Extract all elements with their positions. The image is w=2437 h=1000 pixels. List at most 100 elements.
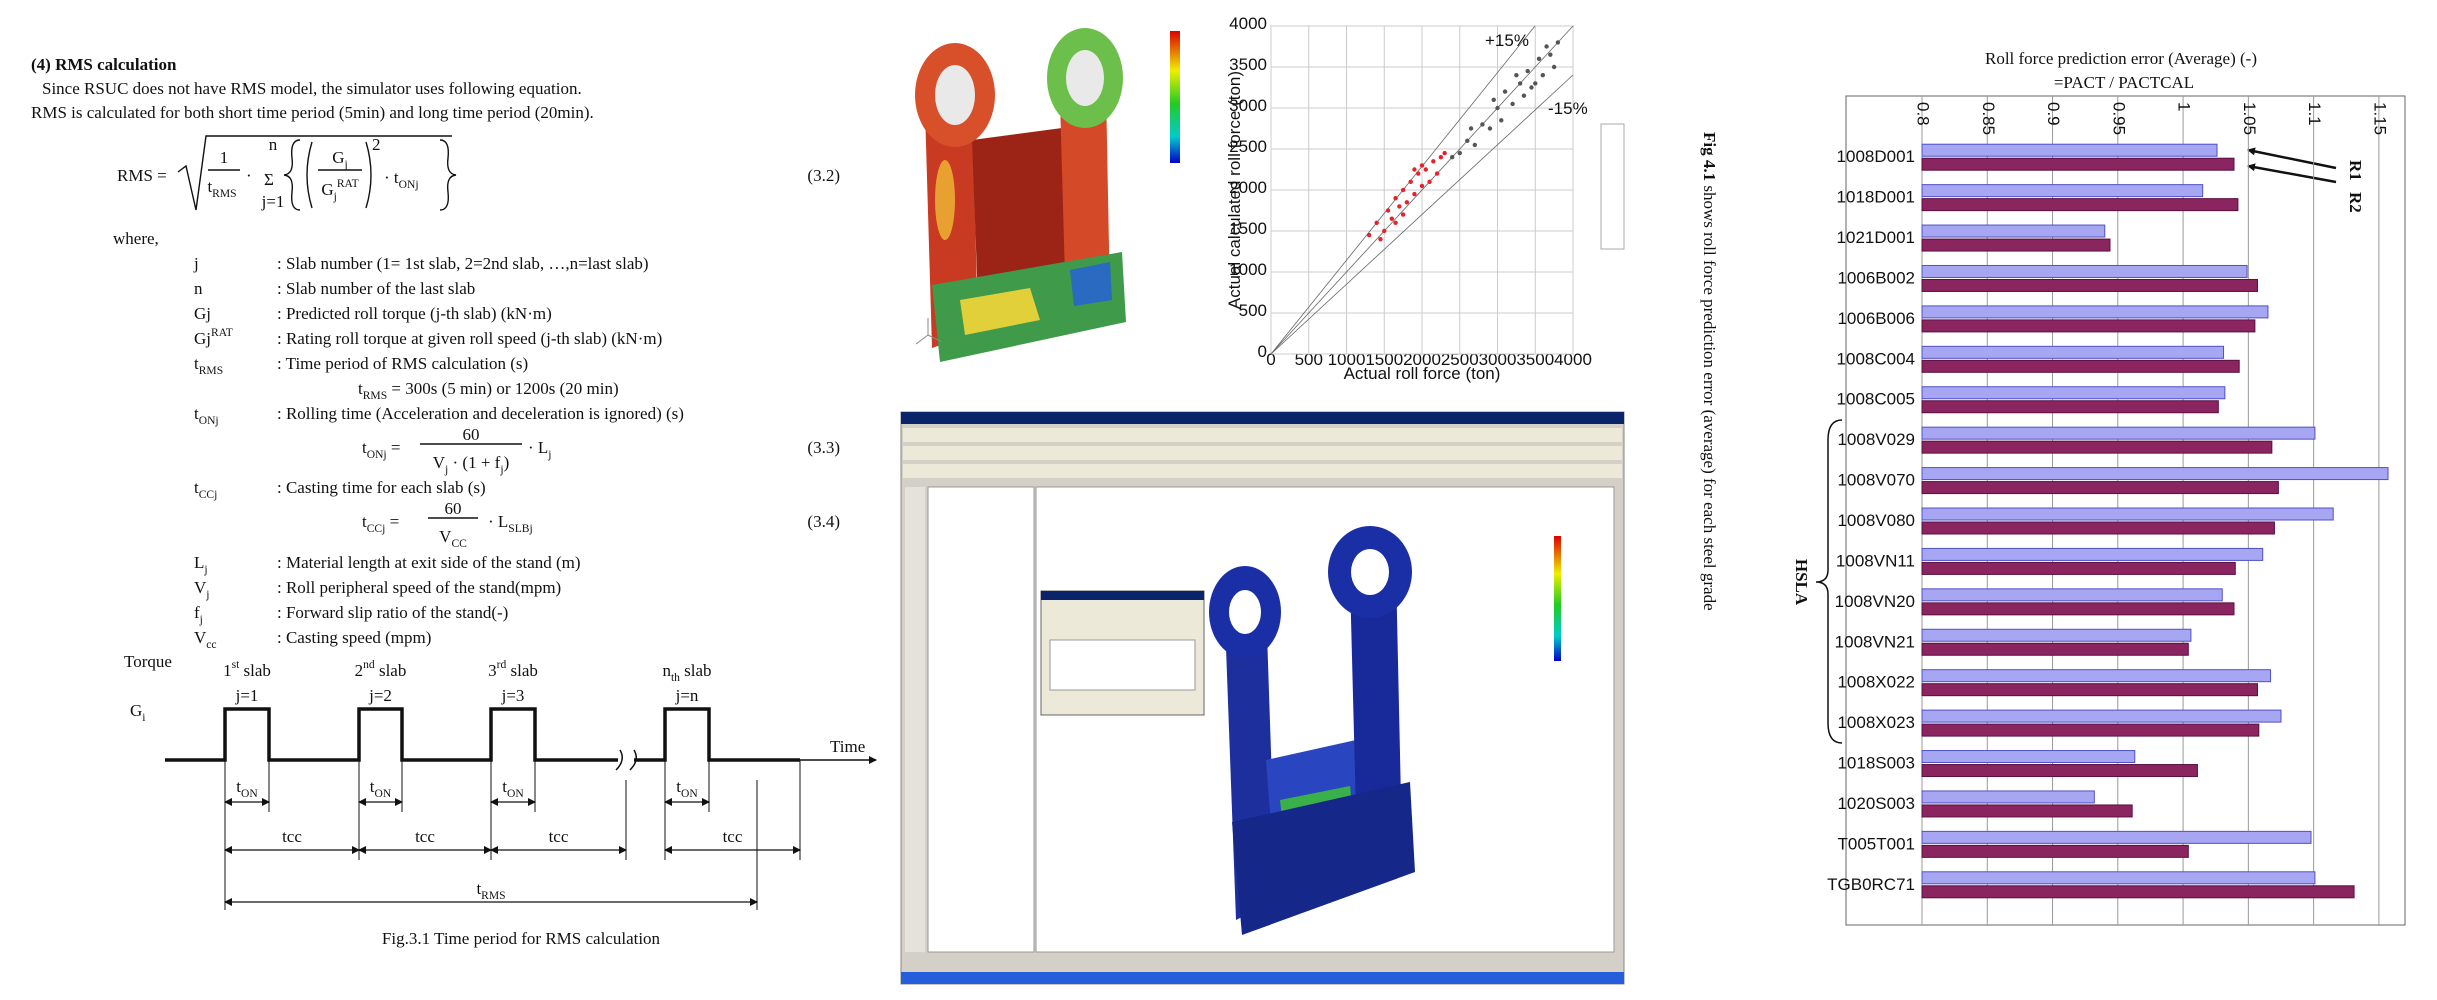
point (1450, 155, 1455, 160)
bar (1921, 359, 2240, 373)
text-run: t (236, 777, 241, 796)
model-hole (1351, 549, 1389, 595)
point (1419, 163, 1425, 168)
fea-render-top (915, 28, 1180, 362)
equation-text: 60 (445, 499, 462, 518)
text-run: f (194, 603, 200, 622)
text-run: = (387, 438, 401, 457)
slab-index: j=2 (368, 686, 392, 705)
span-label: tON (676, 777, 698, 800)
bar (1921, 426, 2316, 440)
x-tick-label: 3500 (1516, 350, 1554, 369)
cad-screenshot (900, 411, 1625, 985)
bar (1921, 830, 2312, 844)
category-label: 1008X023 (1837, 713, 1915, 732)
axis-label: Time (830, 737, 865, 756)
bar (1921, 238, 2111, 252)
equation-number: (3.2) (807, 166, 840, 185)
definition-symbol: tRMS (194, 354, 223, 377)
bar (1921, 224, 2106, 238)
color-legend (1170, 31, 1180, 163)
y-tick-label: 2000 (1229, 178, 1267, 197)
point (1438, 155, 1444, 160)
dialog-table (1049, 639, 1196, 691)
definition-symbol: tCCj (194, 478, 217, 501)
x-axis-label: Actual roll force (ton) (1344, 364, 1501, 383)
equation-text: 2 (372, 135, 381, 154)
category-label: T005T001 (1838, 834, 1916, 853)
x-tick-label: 2000 (1403, 350, 1441, 369)
equation-text: Vj · (1 + fj) (433, 453, 509, 476)
edge-lines (224, 760, 801, 910)
text-run: slab (680, 661, 712, 680)
text-run: SLBj (508, 522, 532, 535)
annotation: +15% (1485, 31, 1529, 50)
toolbar (903, 464, 1622, 478)
definition-symbol: Vcc (194, 628, 217, 651)
y-tick-label: 3500 (1229, 55, 1267, 74)
x-tick-label: 1 (2175, 102, 2194, 111)
category-label: 1018S003 (1837, 754, 1915, 773)
axis-label: Torque (124, 652, 172, 671)
span-label: tcc (549, 827, 569, 846)
text-run: ON (507, 787, 524, 800)
x-tick-label: 1.05 (2240, 102, 2259, 135)
axes-triad (915, 318, 943, 345)
text-run: slab (506, 661, 538, 680)
y-tick-label: 1000 (1229, 260, 1267, 279)
definition-text: : Slab number (1= 1st slab, 2=2nd slab, … (277, 254, 649, 273)
bar (1921, 709, 2282, 723)
text-run: t (194, 478, 199, 497)
definition-symbol: n (194, 279, 203, 298)
bar (1921, 844, 2189, 858)
bar (1921, 345, 2225, 359)
point (1472, 142, 1478, 148)
point (1416, 171, 1421, 176)
equation-text: tONj = (362, 438, 400, 461)
x-tick-label: 0.8 (1914, 102, 1933, 126)
text-run: i (142, 711, 145, 724)
point (1385, 208, 1391, 213)
slab-index: j=n (675, 686, 699, 705)
text-run: V (439, 527, 452, 546)
point (1434, 171, 1440, 176)
equation-text: 1 (220, 148, 229, 167)
text-run: · (1 + f (448, 453, 500, 472)
bar (1921, 750, 2136, 764)
brace (439, 139, 457, 211)
span-label: tON (236, 777, 258, 800)
slab-label: 2nd slab (355, 658, 407, 680)
stress-patch (960, 288, 1040, 335)
x-tick-label: 1.15 (2370, 102, 2389, 135)
point (1408, 179, 1413, 184)
span-label: tcc (723, 827, 743, 846)
equation-text: 60 (463, 425, 480, 444)
model-hole (1229, 590, 1261, 634)
bar (1921, 319, 2256, 333)
text-run: = (385, 512, 399, 531)
taskbar (901, 972, 1624, 984)
text-run: j (444, 463, 448, 476)
legend-label: R1 (2346, 160, 2365, 181)
category-label: 1006B002 (1837, 268, 1915, 287)
definition-symbol: GjRAT (194, 326, 233, 348)
text-run: rd (497, 658, 507, 671)
point (1397, 204, 1402, 209)
text-run: j (333, 190, 337, 203)
text-run: CCj (199, 488, 218, 501)
point (1412, 167, 1417, 172)
span-label: tRMS (476, 879, 505, 902)
point (1536, 56, 1542, 61)
text-run: th (671, 671, 680, 684)
bar (1921, 157, 2235, 171)
x-tick-label: 0.9 (2044, 102, 2063, 126)
x-tick-label: 0.95 (2109, 102, 2128, 135)
category-label: 1008VN21 (1835, 632, 1915, 651)
definition-text: : Slab number of the last slab (277, 279, 475, 298)
span-label: tcc (415, 827, 435, 846)
bar (1921, 264, 2248, 278)
text-run: L (194, 553, 204, 572)
category-label: 1008V080 (1837, 511, 1915, 530)
equation-text: j=1 (261, 192, 285, 211)
reference-line (1270, 74, 1574, 355)
